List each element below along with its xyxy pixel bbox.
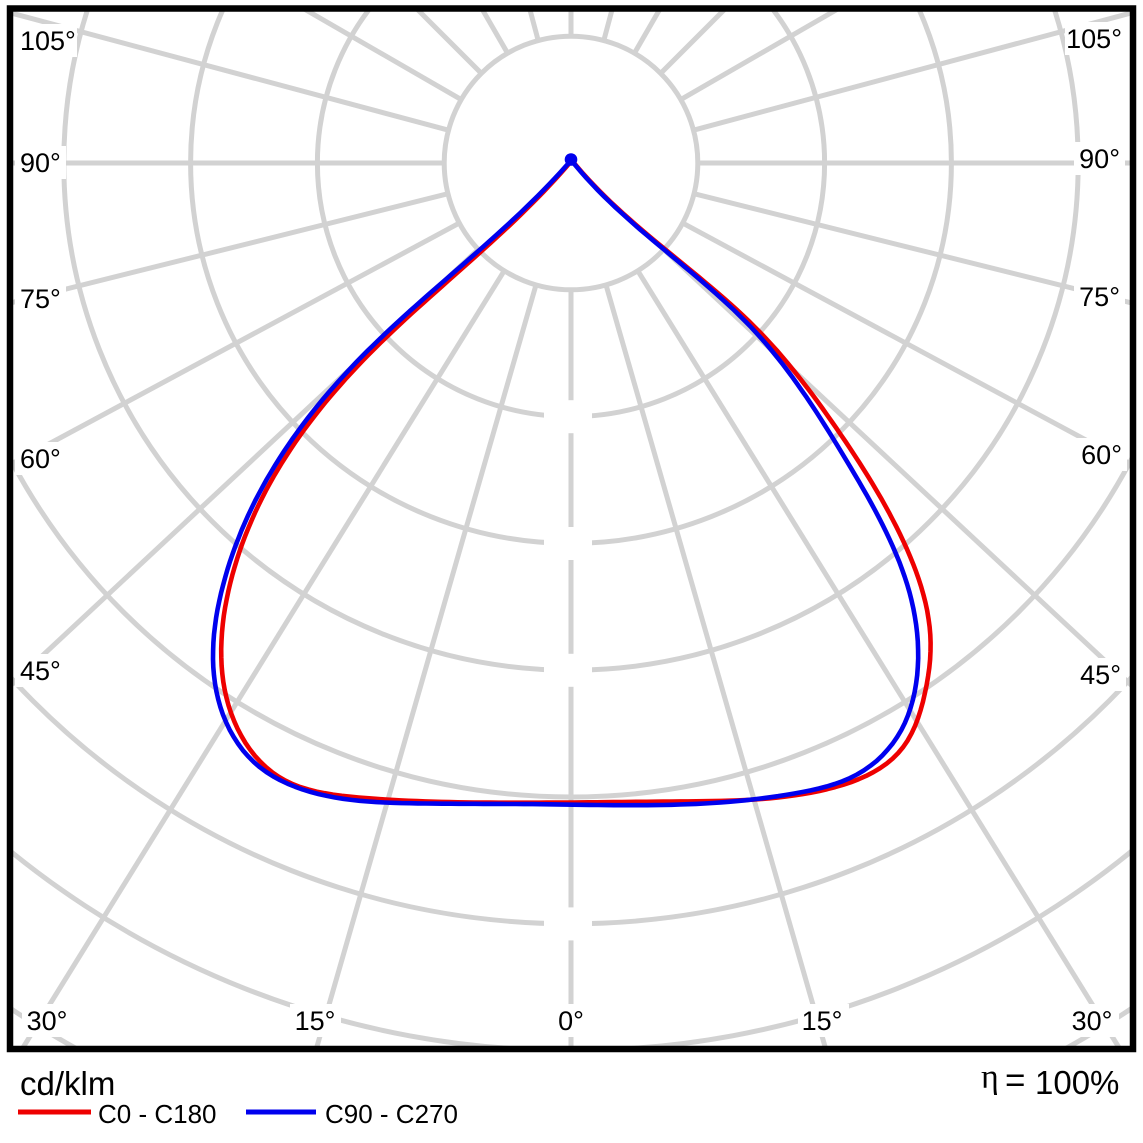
svg-text:C0 - C180: C0 - C180 xyxy=(98,1099,217,1129)
svg-text:90°: 90° xyxy=(1079,144,1120,174)
svg-text:45°: 45° xyxy=(20,656,61,686)
svg-text:75°: 75° xyxy=(1079,282,1120,312)
svg-text:45°: 45° xyxy=(1080,660,1121,690)
svg-text:0°: 0° xyxy=(558,1006,584,1036)
svg-text:30°: 30° xyxy=(1072,1006,1113,1036)
svg-text:100%: 100% xyxy=(1035,1064,1119,1101)
svg-text:η: η xyxy=(981,1059,999,1096)
svg-text:90°: 90° xyxy=(20,148,61,178)
svg-text:60°: 60° xyxy=(20,444,61,474)
svg-text:15°: 15° xyxy=(802,1006,843,1036)
svg-text:30°: 30° xyxy=(27,1006,68,1036)
svg-text:105°: 105° xyxy=(20,26,76,56)
svg-text:60°: 60° xyxy=(1081,440,1122,470)
svg-text:cd/klm: cd/klm xyxy=(20,1065,115,1102)
svg-text:15°: 15° xyxy=(295,1006,336,1036)
svg-text:C90 - C270: C90 - C270 xyxy=(325,1099,458,1129)
svg-text:105°: 105° xyxy=(1066,24,1122,54)
svg-text:75°: 75° xyxy=(20,284,61,314)
svg-text:=: = xyxy=(1005,1061,1025,1100)
